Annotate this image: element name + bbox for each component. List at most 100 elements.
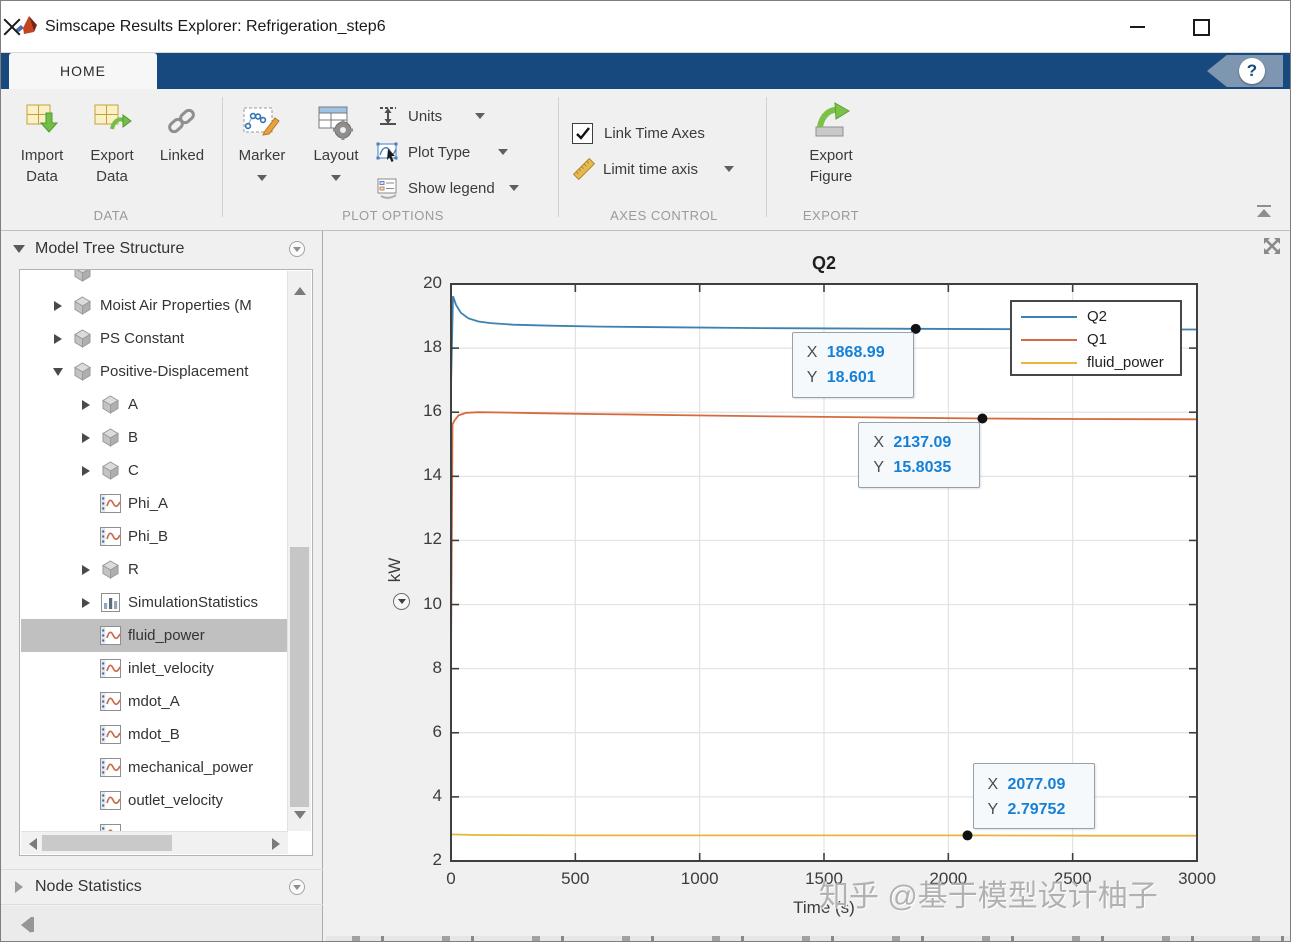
datatip-x-label: X xyxy=(873,434,885,452)
tree-item-C[interactable]: C xyxy=(21,454,289,487)
scroll-right-icon[interactable] xyxy=(272,838,280,850)
panel-menu-icon[interactable] xyxy=(289,879,305,895)
expanded-expander-icon[interactable] xyxy=(51,367,65,376)
plot-type-label: Plot Type xyxy=(408,143,471,161)
tree-item-label: mdot_A xyxy=(128,693,180,710)
collapse-sidebar-icon[interactable] xyxy=(21,916,34,933)
panel-collapsed-icon[interactable] xyxy=(15,881,23,893)
link-time-axes-checkbox[interactable]: Link Time Axes xyxy=(572,120,705,146)
tree-item-outlet_velocity[interactable]: outlet_velocity xyxy=(21,784,289,817)
tree-horizontal-scrollbar[interactable] xyxy=(21,831,288,854)
scroll-up-icon[interactable] xyxy=(294,287,306,295)
x-tick-label: 0 xyxy=(446,869,456,888)
datatip-box[interactable]: X 2137.09 Y 15.8035 xyxy=(858,421,981,488)
expand-panel-icon[interactable] xyxy=(1262,236,1282,256)
collapsed-expander-icon[interactable] xyxy=(79,432,93,443)
legend-entry-fluid_power[interactable]: fluid_power xyxy=(1012,351,1180,374)
tree-item-label: Positive-Displacement xyxy=(100,363,249,380)
sidebar-footer xyxy=(1,906,322,941)
show-legend-button[interactable]: Show legend xyxy=(376,175,519,201)
tree-item-Moist-Air-Properties-M[interactable]: Moist Air Properties (M xyxy=(21,289,289,322)
plot-type-dropdown-icon[interactable] xyxy=(498,149,509,155)
group-separator xyxy=(558,97,559,217)
tree-item-Phi_A[interactable]: Phi_A xyxy=(21,487,289,520)
tree-item-mdot_A[interactable]: mdot_A xyxy=(21,685,289,718)
tree-item-SimulationStatistics[interactable]: SimulationStatistics xyxy=(21,586,289,619)
marker-button[interactable]: Marker xyxy=(229,95,295,185)
marker-dropdown-icon[interactable] xyxy=(257,175,267,181)
model-tree-header[interactable]: Model Tree Structure xyxy=(1,231,323,267)
checkbox-checked-icon[interactable] xyxy=(572,122,593,144)
group-separator xyxy=(222,97,223,217)
tree-item-fluid_power[interactable]: fluid_power xyxy=(21,619,289,652)
export-data-icon xyxy=(80,95,144,141)
limit-time-axis-button[interactable]: Limit time axis xyxy=(572,156,735,182)
tree-item-mdot_B[interactable]: mdot_B xyxy=(21,718,289,751)
datatip-box[interactable]: X 2077.09 Y 2.79752 xyxy=(972,763,1095,830)
tree-item-Positive-Displacement[interactable]: Positive-Displacement xyxy=(21,355,289,388)
x-tick-label: 3000 xyxy=(1178,869,1216,888)
group-label-axes-control: AXES CONTROL xyxy=(610,208,718,223)
vertical-scroll-thumb[interactable] xyxy=(290,547,309,807)
tree-item-Phi_B[interactable]: Phi_B xyxy=(21,520,289,553)
tree-item-partial[interactable] xyxy=(21,270,289,289)
model-tree: Moist Air Properties (M PS Constant Positi… xyxy=(19,269,313,856)
units-dropdown-icon[interactable] xyxy=(475,113,486,119)
import-data-button[interactable]: Import Data xyxy=(10,95,74,187)
tree-item-PS-Constant[interactable]: PS Constant xyxy=(21,322,289,355)
export-data-label: Export Data xyxy=(90,147,134,185)
collapsed-expander-icon[interactable] xyxy=(79,399,93,410)
collapsed-expander-icon[interactable] xyxy=(79,597,93,608)
export-figure-button[interactable]: Export Figure xyxy=(789,95,873,187)
y-unit-dropdown-icon[interactable] xyxy=(393,593,410,610)
x-tick-label: 2500 xyxy=(1053,869,1092,888)
tree-vertical-scrollbar[interactable] xyxy=(287,271,311,831)
signal-icon xyxy=(99,626,121,645)
signal-icon xyxy=(99,692,121,711)
collapse-ribbon-icon[interactable] xyxy=(1252,205,1276,223)
legend-label: Q1 xyxy=(1087,331,1108,348)
limit-time-axis-dropdown-icon[interactable] xyxy=(724,166,735,172)
chart-legend[interactable]: Q2 Q1 fluid_power xyxy=(1010,300,1182,376)
close-button[interactable] xyxy=(1,1,35,53)
help-button[interactable]: ? xyxy=(1207,55,1283,87)
layout-button[interactable]: Layout xyxy=(303,95,369,185)
layout-dropdown-icon[interactable] xyxy=(331,175,341,181)
horizontal-scroll-thumb[interactable] xyxy=(42,835,172,851)
node-statistics-header[interactable]: Node Statistics xyxy=(1,869,323,905)
collapsed-expander-icon[interactable] xyxy=(51,300,65,311)
tree-item-label: C xyxy=(128,462,139,479)
collapsed-expander-icon[interactable] xyxy=(51,333,65,344)
block-icon xyxy=(99,560,121,579)
legend-entry-Q2[interactable]: Q2 xyxy=(1012,305,1180,328)
scroll-down-icon[interactable] xyxy=(294,811,306,819)
legend-entry-Q1[interactable]: Q1 xyxy=(1012,328,1180,351)
tree-item-mechanical_power[interactable]: mechanical_power xyxy=(21,751,289,784)
export-data-button[interactable]: Export Data xyxy=(80,95,144,187)
tree-item-R[interactable]: R xyxy=(21,553,289,586)
minimize-button[interactable] xyxy=(1114,1,1160,53)
panel-expanded-icon[interactable] xyxy=(13,245,25,253)
linked-button[interactable]: Linked xyxy=(150,95,214,166)
tree-item-A[interactable]: A xyxy=(21,388,289,421)
panel-menu-icon[interactable] xyxy=(289,241,305,257)
collapsed-expander-icon[interactable] xyxy=(79,465,93,476)
scroll-left-icon[interactable] xyxy=(29,838,37,850)
x-tick-label: 1000 xyxy=(680,869,719,888)
tree-item-label: PS Constant xyxy=(100,330,185,347)
datatip-box[interactable]: X 1868.99 Y 18.601 xyxy=(791,331,914,398)
show-legend-dropdown-icon[interactable] xyxy=(508,185,519,191)
plot-type-button[interactable]: Plot Type xyxy=(376,139,509,165)
tree-item-partial[interactable] xyxy=(21,817,289,832)
maximize-button[interactable] xyxy=(1178,1,1224,53)
datatip-y-label: Y xyxy=(987,800,999,818)
tree-item-inlet_velocity[interactable]: inlet_velocity xyxy=(21,652,289,685)
plot-type-icon xyxy=(376,141,400,163)
help-icon: ? xyxy=(1239,58,1265,84)
collapsed-expander-icon[interactable] xyxy=(79,564,93,575)
units-button[interactable]: Units xyxy=(376,103,486,129)
legend-label: fluid_power xyxy=(1087,354,1164,371)
tree-item-B[interactable]: B xyxy=(21,421,289,454)
tab-home[interactable]: HOME xyxy=(9,53,157,89)
